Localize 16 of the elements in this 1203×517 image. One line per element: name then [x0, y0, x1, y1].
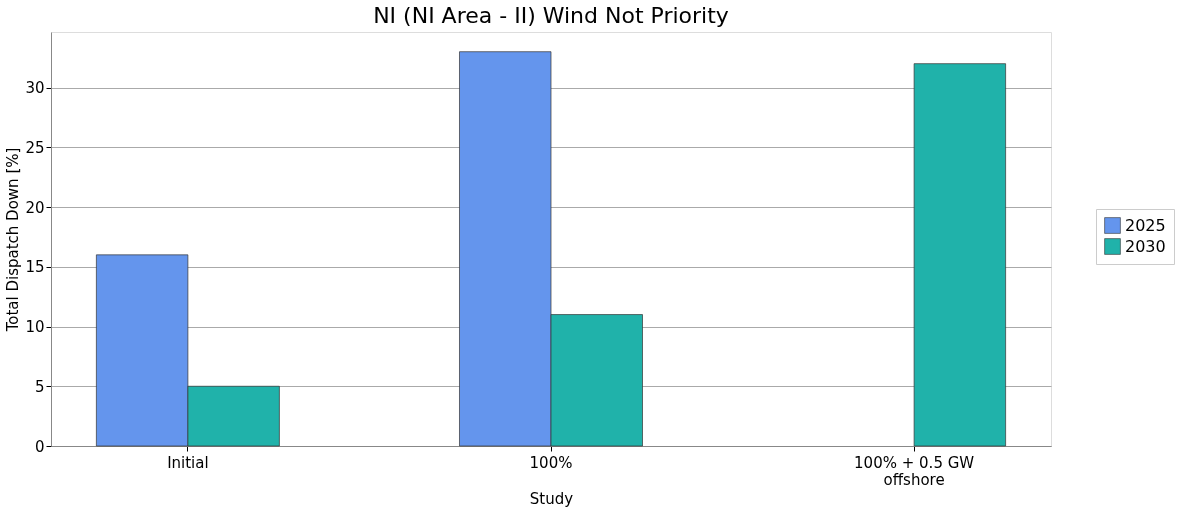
- y-tick-label: 5: [34, 377, 45, 396]
- y-axis-title: Total Dispatch Down [%]: [4, 147, 23, 333]
- y-tick-label: 10: [25, 318, 45, 337]
- y-tick-label: 30: [25, 79, 45, 98]
- x-tick-label: Initial: [167, 453, 209, 472]
- y-tick-label: 15: [25, 258, 45, 277]
- x-tick-label: 100% + 0.5 GW offshore: [854, 453, 975, 489]
- x-tick-label: 100%: [529, 453, 573, 472]
- bar: [913, 63, 1006, 447]
- y-tick-label: 20: [25, 198, 45, 217]
- y-tick-label: 25: [25, 138, 45, 157]
- legend-label: 2030: [1125, 236, 1166, 256]
- y-tick-label: 0: [34, 437, 45, 456]
- x-axis-title: Study: [529, 489, 574, 508]
- chart-title: NI (NI Area - II) Wind Not Priority: [373, 3, 729, 28]
- legend-label: 2025: [1125, 215, 1166, 235]
